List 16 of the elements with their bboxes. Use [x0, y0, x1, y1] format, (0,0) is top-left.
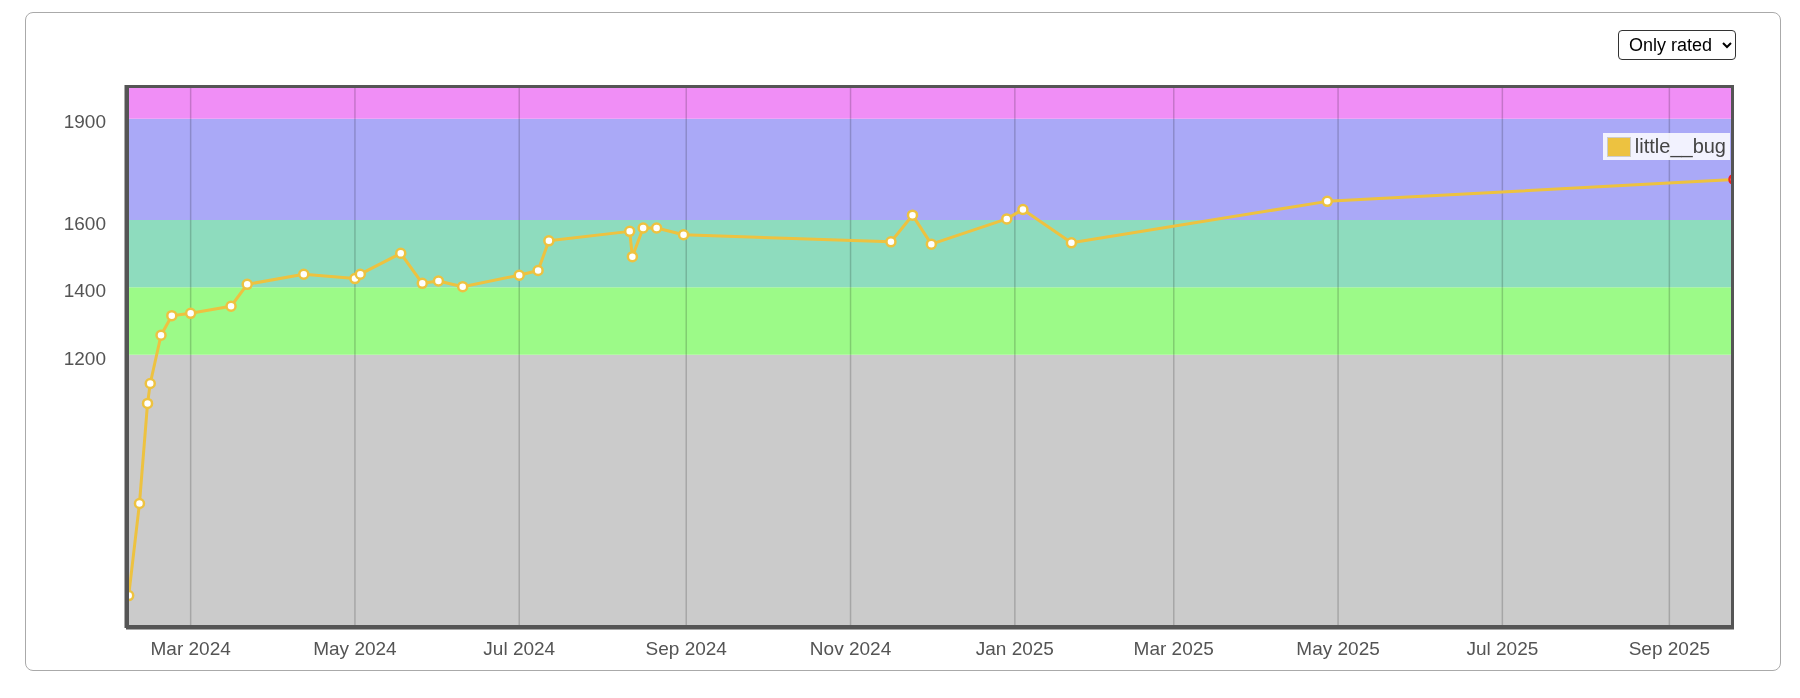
x-tick-label: Jan 2025 — [975, 638, 1054, 660]
x-tick-label: Mar 2025 — [1133, 638, 1214, 660]
x-tick-label: May 2024 — [313, 638, 398, 660]
x-tick-label: May 2025 — [1296, 638, 1380, 660]
x-tick-label: Jul 2025 — [1466, 638, 1539, 660]
y-tick-label: 1900 — [63, 111, 106, 133]
x-tick-label: Mar 2024 — [150, 638, 232, 660]
y-tick-label: 1400 — [63, 280, 106, 302]
rated-filter-dropdown: Only rated — [1618, 30, 1736, 60]
y-tick-label: 1600 — [63, 212, 106, 234]
x-tick-label: Sep 2025 — [1628, 638, 1711, 660]
x-tick-label: Sep 2024 — [645, 638, 728, 660]
x-tick-label: Nov 2024 — [809, 638, 892, 660]
y-tick-label: 1200 — [63, 347, 106, 369]
x-tick-label: Jul 2024 — [483, 638, 556, 660]
legend-label: little__bug — [1634, 135, 1726, 158]
